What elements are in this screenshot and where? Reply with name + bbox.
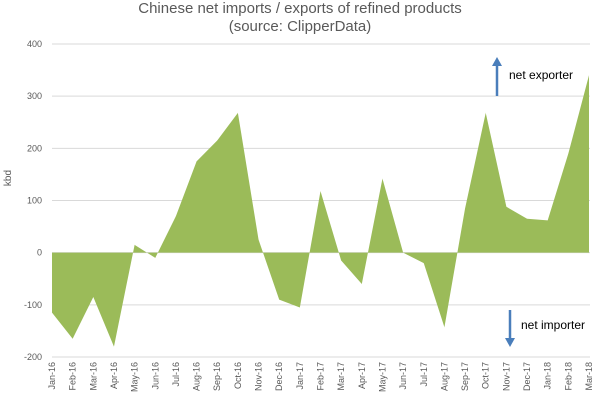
x-tick-label: Jul-17	[419, 362, 429, 387]
y-tick-label: 300	[27, 91, 42, 101]
y-axis-ticks: -200 -100 0 100 200 300 400	[24, 39, 42, 362]
y-tick-label: 400	[27, 39, 42, 49]
annotation-net-importer: net importer	[521, 318, 585, 332]
x-tick-label: Jan-16	[47, 362, 57, 390]
up-arrowhead-icon	[492, 57, 502, 66]
x-tick-label: Nov-17	[501, 362, 511, 391]
annotation-net-exporter: net exporter	[509, 68, 573, 82]
x-tick-label: Jan-17	[295, 362, 305, 390]
x-tick-label: May-17	[377, 362, 387, 392]
down-arrowhead-icon	[505, 338, 515, 347]
x-tick-label: Sep-16	[212, 362, 222, 391]
x-tick-label: Nov-16	[254, 362, 264, 391]
x-tick-label: Jan-18	[543, 362, 553, 390]
x-tick-label: Feb-16	[68, 362, 78, 391]
y-tick-label: 200	[27, 143, 42, 153]
area-series	[52, 75, 589, 346]
y-tick-label: 0	[37, 248, 42, 258]
x-tick-label: Jun-17	[398, 362, 408, 390]
x-tick-label: Mar-18	[584, 362, 594, 391]
x-tick-label: Sep-17	[460, 362, 470, 391]
x-tick-label: Apr-17	[357, 362, 367, 389]
x-tick-label: Mar-16	[88, 362, 98, 391]
x-tick-label: May-16	[130, 362, 140, 392]
x-tick-label: Aug-16	[192, 362, 202, 391]
area-fill	[52, 75, 589, 346]
y-tick-label: -100	[24, 300, 42, 310]
x-tick-label: Feb-17	[316, 362, 326, 391]
x-tick-label: Dec-17	[522, 362, 532, 391]
x-tick-label: Aug-17	[439, 362, 449, 391]
y-tick-label: 100	[27, 196, 42, 206]
x-tick-label: Jun-16	[150, 362, 160, 390]
y-tick-label: -200	[24, 352, 42, 362]
x-tick-label: Oct-17	[481, 362, 491, 389]
x-tick-label: Apr-16	[109, 362, 119, 389]
x-tick-label: Feb-18	[563, 362, 573, 391]
y-axis-label: kbd	[3, 170, 14, 186]
x-tick-label: Jul-16	[171, 362, 181, 387]
x-tick-label: Dec-16	[274, 362, 284, 391]
x-tick-label: Oct-16	[233, 362, 243, 389]
x-tick-label: Mar-17	[336, 362, 346, 391]
x-axis-ticks: Jan-16 Feb-16 Mar-16 Apr-16 May-16 Jun-16 Jul-…	[47, 362, 594, 392]
